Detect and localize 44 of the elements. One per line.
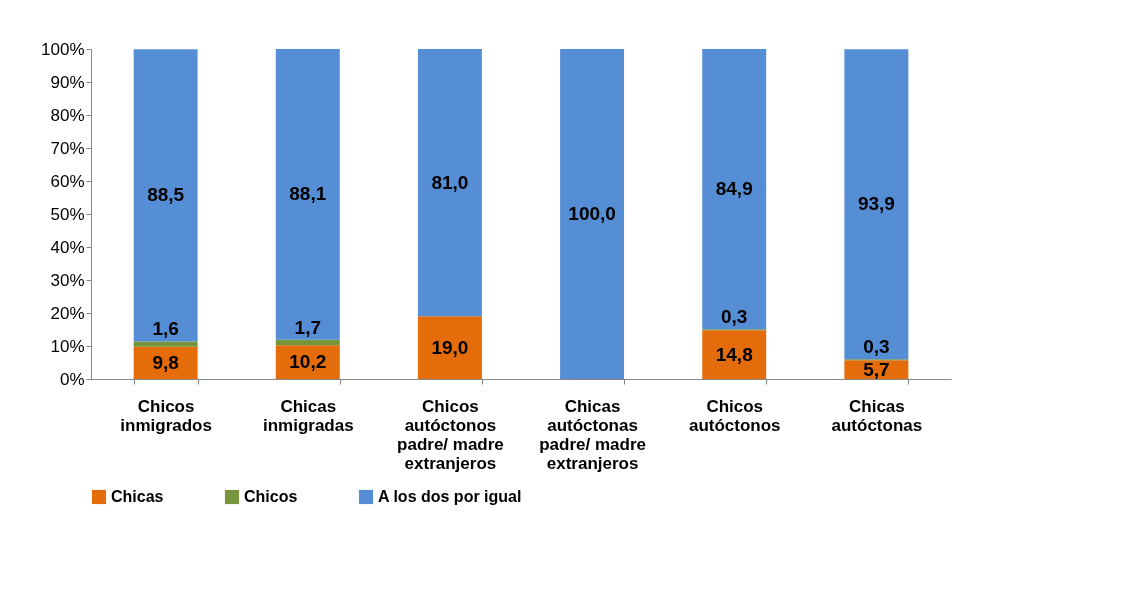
data-label: 81,0 (431, 171, 469, 193)
data-label: 100,0 (568, 203, 616, 224)
data-label: 93,9 (857, 193, 895, 215)
y-tick-label: 50% (50, 204, 85, 224)
y-tick-label: 70% (50, 138, 85, 158)
data-label: 5,7 (863, 358, 890, 380)
bar (133, 49, 198, 342)
bar (417, 316, 482, 379)
bar (702, 330, 767, 379)
bar (275, 49, 340, 340)
x-tick-label: Chicos autóctonos padre/ madre extranjeros (397, 396, 504, 473)
data-label: 0,3 (721, 306, 748, 328)
x-tick-label: Chicas autóctonas padre/ madre extranjeros (539, 396, 646, 473)
bar (133, 341, 198, 347)
y-tick-label: 80% (50, 105, 85, 125)
x-tick-label: Chicos autóctonos (688, 396, 781, 435)
y-tick-label: 30% (50, 270, 85, 290)
y-tick-label: 0% (59, 369, 85, 389)
data-label: 1,7 (294, 316, 321, 338)
y-tick-label: 40% (50, 237, 85, 257)
legend-label: A los dos por igual (378, 488, 522, 505)
data-label: 1,6 (152, 318, 179, 340)
bar (702, 49, 767, 330)
data-label: 14,8 (715, 343, 753, 365)
y-tick-label: 20% (50, 303, 85, 323)
data-label: 84,9 (715, 178, 753, 200)
x-tick-label: Chicas inmigradas (262, 396, 354, 435)
legend-label: Chicas (111, 488, 164, 505)
data-label: 10,2 (289, 351, 327, 373)
data-label: 19,0 (431, 336, 469, 358)
y-tick-label: 60% (50, 171, 85, 191)
x-tick-label: Chicas autóctonas (831, 396, 923, 435)
y-tick-label: 100% (41, 39, 85, 59)
x-tick-label: Chicos inmigrados (120, 396, 212, 435)
data-label: 9,8 (152, 351, 179, 373)
bar (560, 49, 625, 379)
legend-label: Chicos (244, 488, 298, 505)
data-label: 88,5 (147, 184, 185, 206)
bar (417, 49, 482, 317)
data-label: 0,3 (863, 336, 890, 358)
y-tick-label: 90% (50, 72, 85, 92)
y-tick-label: 10% (50, 336, 85, 356)
data-label: 88,1 (289, 183, 327, 205)
bar (844, 49, 909, 360)
